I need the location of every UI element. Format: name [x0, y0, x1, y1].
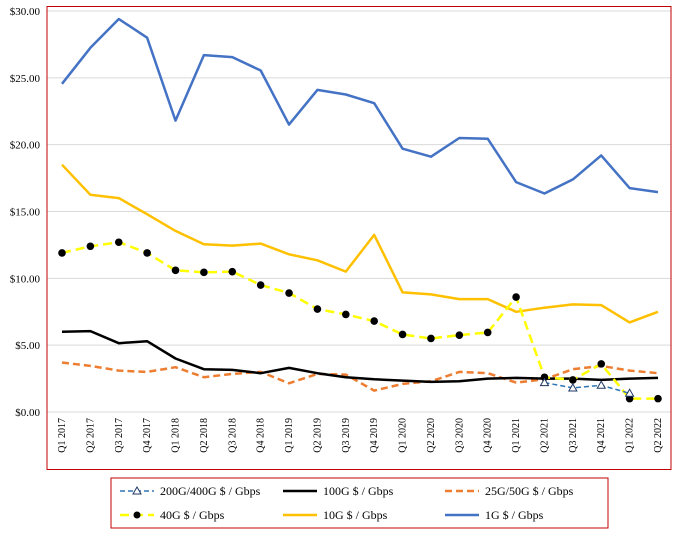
legend-label: 100G $ / Gbps — [323, 484, 394, 498]
data-point — [596, 380, 607, 389]
data-point — [171, 266, 180, 275]
series-200g-400g-gbps — [539, 377, 635, 397]
x-tick-label: Q3 2020 — [454, 418, 465, 453]
legend-box — [110, 477, 609, 529]
x-tick-label: Q2 2021 — [539, 418, 550, 453]
data-point — [200, 268, 208, 277]
legend-marker — [132, 485, 142, 495]
x-tick-label: Q1 2017 — [57, 418, 68, 453]
y-tick-label: $5.00 — [15, 340, 40, 352]
x-tick-label: Q4 2020 — [483, 418, 494, 453]
plot-area-border — [46, 6, 672, 470]
x-tick-label: Q3 2018 — [227, 418, 238, 453]
x-tick-label: Q2 2022 — [653, 418, 664, 453]
legend-marker — [133, 511, 141, 519]
data-point — [539, 377, 550, 387]
y-tick-label: $30.00 — [10, 6, 41, 18]
data-point — [567, 382, 578, 392]
legend-label: 10G $ / Gbps — [323, 508, 388, 522]
legend-item-1g-gbps: 1G $ / Gbps — [445, 508, 544, 522]
series-line — [544, 381, 630, 395]
x-axis-ticks: Q1 2017 Q2 2017 Q3 2017 Q4 2017 Q1 2018 Q2 20… — [57, 418, 664, 453]
data-point — [143, 249, 151, 257]
data-point — [540, 373, 549, 382]
data-point — [114, 238, 123, 247]
x-tick-label: Q4 2018 — [256, 418, 267, 453]
data-point — [597, 360, 606, 368]
x-tick-label: Q2 2017 — [85, 418, 96, 453]
y-tick-label: $15.00 — [10, 207, 41, 219]
x-tick-label: Q1 2019 — [284, 418, 295, 453]
legend-item-40g-gbps: 40G $ / Gbps — [120, 508, 225, 522]
y-tick-label: $10.00 — [10, 273, 41, 285]
x-tick-label: Q3 2021 — [568, 418, 579, 453]
series-line — [61, 17, 659, 195]
series-line — [61, 240, 658, 400]
data-point — [285, 289, 293, 297]
data-point — [256, 281, 265, 289]
y-tick-label: $0.00 — [15, 407, 40, 419]
x-tick-label: Q3 2017 — [114, 418, 125, 453]
y-tick-label: $20.00 — [10, 140, 41, 152]
legend-label: 1G $ / Gbps — [485, 508, 544, 522]
series-25g-50g-gbps — [61, 361, 659, 392]
data-point — [569, 376, 577, 384]
legend-label: 40G $ / Gbps — [160, 508, 225, 522]
data-point — [370, 317, 378, 325]
legend-item-10g-gbps: 10G $ / Gbps — [283, 508, 388, 522]
series-100g-gbps — [61, 329, 659, 384]
x-tick-label: Q4 2017 — [142, 418, 153, 453]
x-tick-label: Q4 2021 — [596, 418, 607, 453]
data-point — [313, 305, 322, 313]
data-point — [342, 310, 350, 319]
x-tick-label: Q2 2020 — [426, 418, 437, 453]
series-1g-gbps — [61, 17, 659, 195]
series-40g-gbps — [58, 238, 662, 403]
data-point — [654, 394, 662, 403]
series-line — [61, 163, 659, 324]
y-axis-ticks: $0.00 $5.00 $10.00 $15.00 $20.00 $25.00 $30.00 — [10, 6, 41, 419]
series-line — [61, 329, 659, 384]
data-point — [455, 331, 464, 339]
data-point — [398, 330, 407, 339]
data-point — [86, 242, 95, 251]
series-lines — [58, 17, 662, 403]
x-tick-label: Q2 2019 — [312, 418, 323, 453]
x-tick-label: Q1 2022 — [625, 418, 636, 453]
gridlines — [47, 10, 671, 413]
legend-label: 200G/400G $ / Gbps — [160, 484, 261, 498]
series-10g-gbps — [61, 163, 659, 324]
series-line — [61, 361, 659, 392]
x-tick-label: Q2 2018 — [199, 418, 210, 453]
y-tick-label: $25.00 — [10, 73, 41, 85]
legend-label: 25G/50G $ / Gbps — [485, 484, 574, 498]
data-point — [427, 334, 435, 343]
x-tick-label: Q3 2019 — [341, 418, 352, 453]
data-point — [483, 328, 492, 337]
x-tick-label: Q4 2019 — [369, 418, 380, 453]
legend-item-100g-gbps: 100G $ / Gbps — [283, 484, 394, 498]
legend-item-25g-50g-gbps: 25G/50G $ / Gbps — [445, 484, 574, 498]
x-tick-label: Q1 2021 — [511, 418, 522, 453]
data-point — [624, 388, 635, 397]
data-point — [58, 249, 66, 257]
legend: 200G/400G $ / Gbps 100G $ / Gbps 25G/50G $… — [110, 477, 609, 529]
data-point — [512, 293, 520, 301]
x-tick-label: Q1 2020 — [398, 418, 409, 453]
data-point — [228, 267, 237, 276]
legend-item-200g-400g-gbps: 200G/400G $ / Gbps — [120, 484, 261, 498]
x-tick-label: Q1 2018 — [171, 418, 182, 453]
